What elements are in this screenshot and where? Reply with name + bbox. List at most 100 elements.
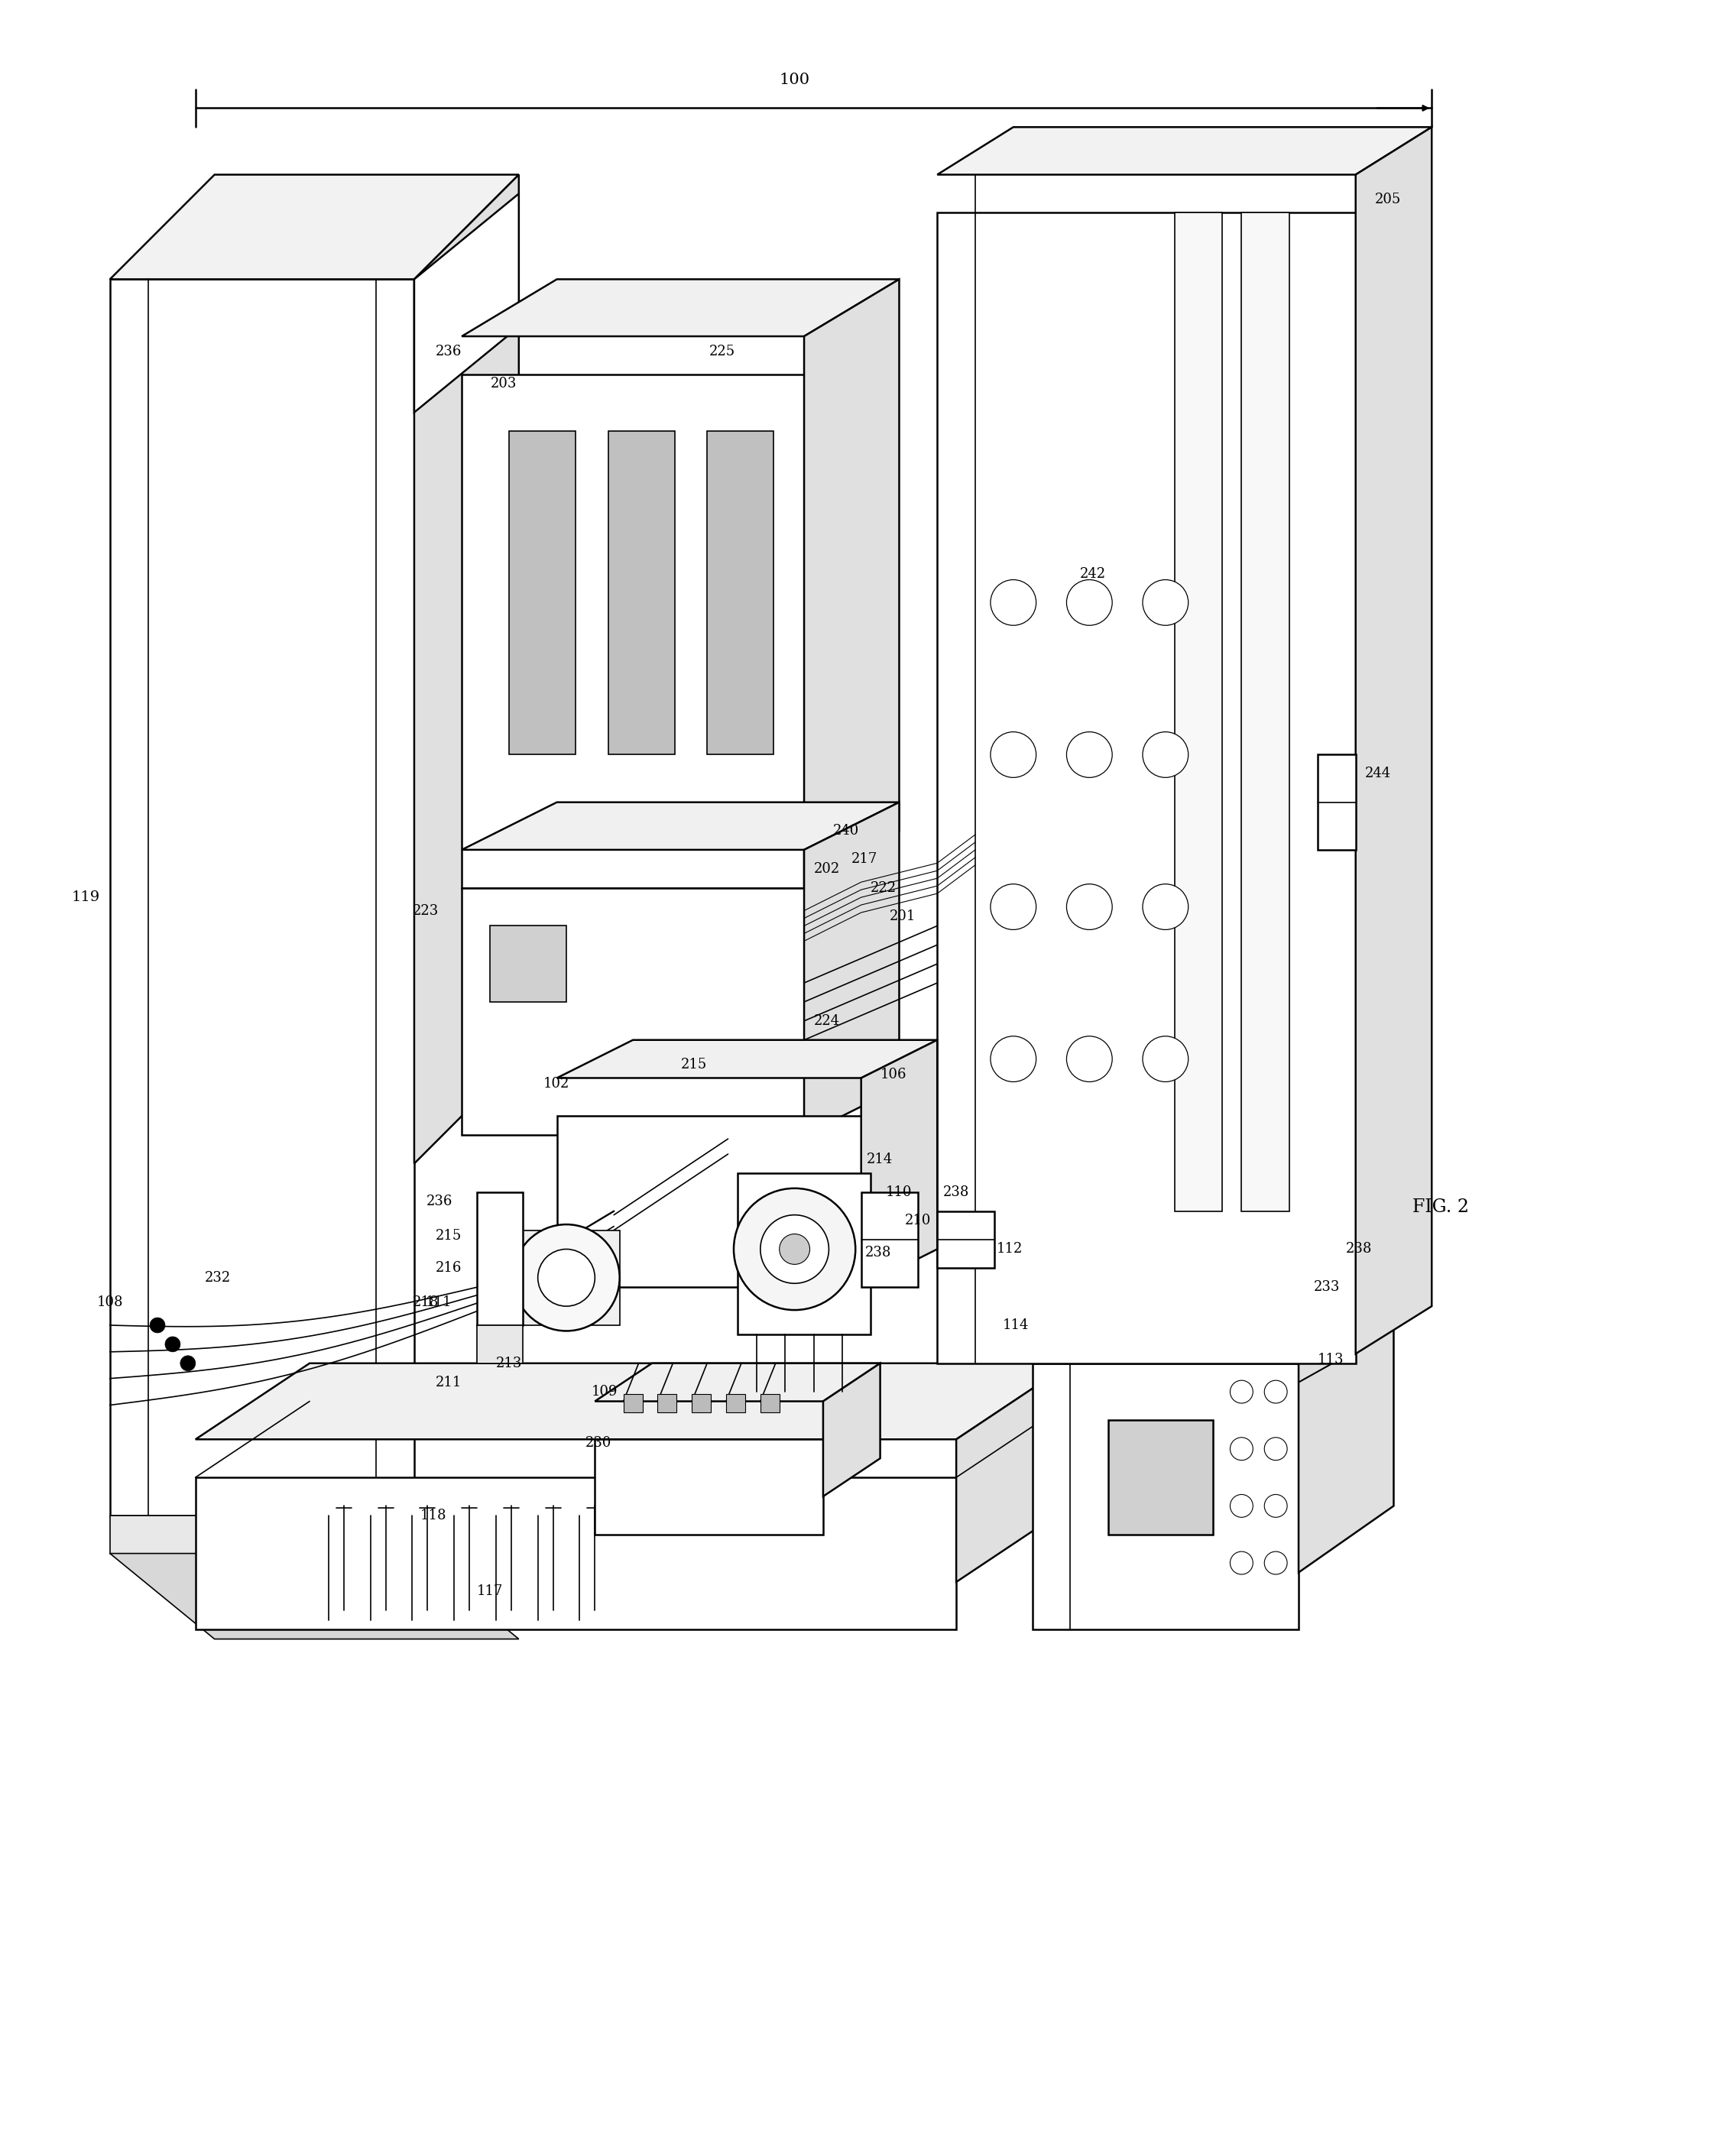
Text: 114: 114: [1001, 1317, 1029, 1332]
Polygon shape: [861, 1039, 937, 1287]
Polygon shape: [624, 1393, 643, 1412]
Polygon shape: [608, 431, 675, 755]
Circle shape: [991, 731, 1036, 778]
Polygon shape: [195, 1363, 1070, 1440]
Polygon shape: [109, 1554, 520, 1639]
Text: 119: 119: [72, 890, 101, 903]
Text: 238: 238: [1347, 1242, 1372, 1257]
Circle shape: [1230, 1380, 1253, 1404]
Circle shape: [513, 1225, 620, 1330]
Polygon shape: [1032, 1259, 1393, 1326]
Circle shape: [179, 1356, 195, 1371]
Circle shape: [1265, 1380, 1287, 1404]
Circle shape: [1143, 1037, 1188, 1082]
Polygon shape: [595, 1440, 824, 1535]
Polygon shape: [195, 1477, 957, 1630]
Text: 238: 238: [865, 1246, 890, 1259]
Circle shape: [1230, 1494, 1253, 1518]
Text: 242: 242: [1080, 567, 1106, 580]
Polygon shape: [738, 1173, 870, 1335]
Text: 217: 217: [851, 852, 878, 867]
Polygon shape: [1032, 1363, 1299, 1630]
Polygon shape: [824, 1363, 880, 1496]
Circle shape: [1143, 731, 1188, 778]
Text: 233: 233: [1314, 1281, 1340, 1294]
Circle shape: [761, 1216, 829, 1283]
Polygon shape: [861, 1192, 918, 1287]
Circle shape: [991, 1037, 1036, 1082]
Polygon shape: [557, 1117, 861, 1287]
Circle shape: [1066, 884, 1113, 929]
Circle shape: [1230, 1438, 1253, 1460]
Polygon shape: [461, 280, 899, 336]
Circle shape: [779, 1233, 810, 1263]
Text: 210: 210: [904, 1214, 931, 1227]
Text: 215: 215: [680, 1059, 706, 1072]
Polygon shape: [414, 175, 520, 1164]
Polygon shape: [109, 280, 414, 1516]
Polygon shape: [708, 431, 774, 755]
Polygon shape: [477, 1326, 523, 1363]
Polygon shape: [595, 1363, 880, 1401]
Circle shape: [150, 1317, 166, 1332]
Polygon shape: [461, 802, 899, 849]
Polygon shape: [957, 1363, 1070, 1583]
Polygon shape: [1318, 755, 1355, 849]
Circle shape: [1066, 580, 1113, 625]
Text: 106: 106: [880, 1067, 906, 1080]
Polygon shape: [1299, 1259, 1393, 1572]
Text: 215: 215: [436, 1229, 461, 1242]
Polygon shape: [513, 1231, 620, 1326]
Text: 202: 202: [813, 862, 839, 875]
Text: 224: 224: [813, 1013, 839, 1028]
Text: 240: 240: [832, 824, 860, 839]
Polygon shape: [1109, 1421, 1213, 1535]
Polygon shape: [414, 194, 520, 412]
Polygon shape: [761, 1393, 779, 1412]
Text: 117: 117: [477, 1585, 502, 1598]
Text: 201: 201: [890, 910, 916, 923]
Circle shape: [1230, 1552, 1253, 1574]
Polygon shape: [658, 1393, 677, 1412]
Polygon shape: [692, 1393, 711, 1412]
Circle shape: [1143, 580, 1188, 625]
Text: FIG. 2: FIG. 2: [1413, 1199, 1470, 1216]
Text: 113: 113: [1318, 1352, 1343, 1367]
Text: 211: 211: [436, 1376, 461, 1388]
Text: 236: 236: [436, 345, 461, 358]
Circle shape: [991, 884, 1036, 929]
Circle shape: [1066, 731, 1113, 778]
Polygon shape: [937, 1212, 995, 1268]
Text: 102: 102: [543, 1076, 569, 1091]
Text: 214: 214: [866, 1153, 894, 1166]
Polygon shape: [109, 1516, 414, 1554]
Text: 225: 225: [709, 345, 735, 358]
Polygon shape: [1355, 127, 1432, 1354]
Polygon shape: [477, 1192, 523, 1326]
Circle shape: [1265, 1438, 1287, 1460]
Text: 111: 111: [426, 1296, 453, 1309]
Text: 223: 223: [414, 903, 439, 918]
Text: 110: 110: [885, 1186, 913, 1199]
Text: 203: 203: [490, 377, 516, 390]
Polygon shape: [1176, 213, 1222, 1212]
Text: 244: 244: [1365, 768, 1391, 780]
Text: 236: 236: [426, 1194, 453, 1210]
Text: 232: 232: [205, 1270, 231, 1285]
Text: 222: 222: [870, 882, 897, 895]
Text: 100: 100: [779, 73, 810, 86]
Circle shape: [1265, 1494, 1287, 1518]
Polygon shape: [509, 431, 576, 755]
Polygon shape: [109, 175, 520, 280]
Polygon shape: [557, 1039, 937, 1078]
Circle shape: [1143, 884, 1188, 929]
Polygon shape: [461, 888, 805, 1134]
Text: 230: 230: [586, 1436, 612, 1451]
Polygon shape: [461, 375, 805, 888]
Text: 216: 216: [436, 1261, 461, 1274]
Polygon shape: [937, 127, 1432, 175]
Circle shape: [166, 1337, 179, 1352]
Text: 108: 108: [97, 1296, 123, 1309]
Polygon shape: [1241, 213, 1289, 1212]
Text: 218: 218: [412, 1296, 439, 1309]
